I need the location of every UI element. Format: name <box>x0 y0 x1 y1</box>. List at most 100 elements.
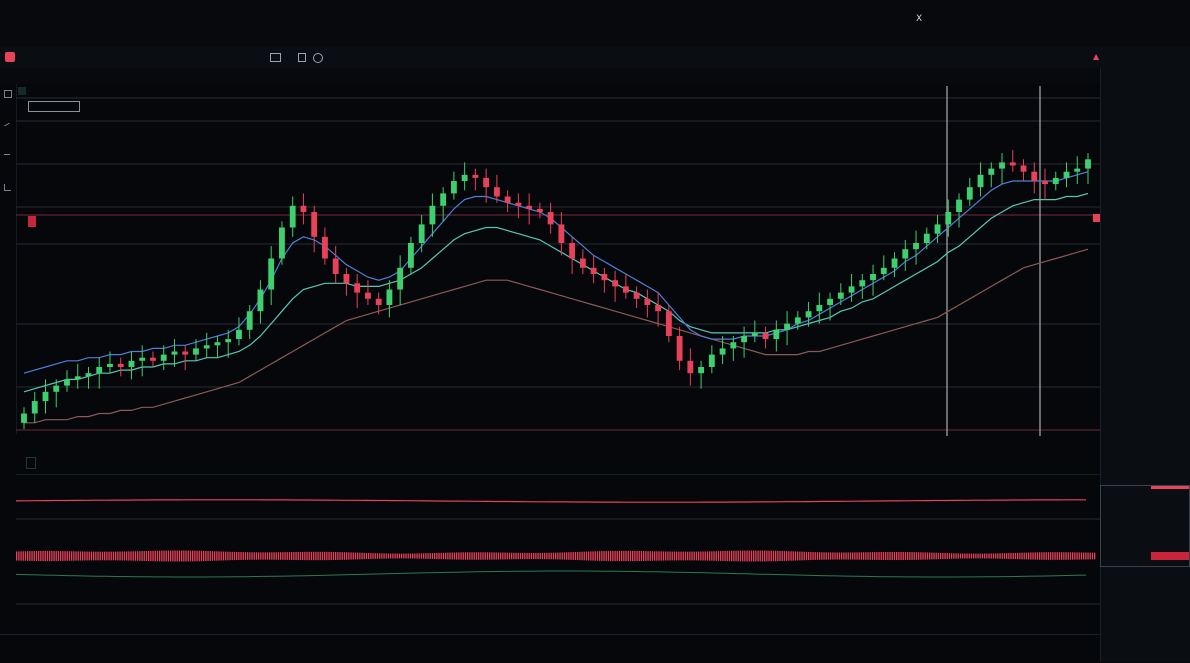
candle-body <box>74 376 81 380</box>
measure-tool-icon[interactable] <box>4 184 11 191</box>
candle-body <box>902 249 909 259</box>
compare-icon[interactable] <box>270 53 281 62</box>
volume-bar <box>407 553 409 559</box>
volume-bar <box>561 552 563 560</box>
volume-bar <box>968 553 970 559</box>
volume-bar <box>748 550 750 562</box>
volume-bar <box>627 550 629 562</box>
volume-bar <box>99 551 101 561</box>
volume-bar <box>119 551 121 561</box>
volume-bar <box>607 550 610 562</box>
logo-icon <box>5 52 15 62</box>
price-chart[interactable] <box>16 84 1100 436</box>
volume-bar <box>176 550 178 562</box>
indicator-label[interactable] <box>26 457 36 469</box>
candle-body <box>225 339 232 343</box>
close-icon[interactable]: X <box>916 14 923 24</box>
volume-bar <box>194 550 196 562</box>
volume-bar <box>647 551 649 561</box>
volume-bar <box>438 552 440 560</box>
volume-bar <box>605 551 607 561</box>
candle-body <box>547 212 554 225</box>
candle-body <box>612 280 619 287</box>
top-bar: X <box>0 0 1190 47</box>
candle-body <box>708 354 715 367</box>
candle-body <box>246 311 253 330</box>
volume-bar <box>658 551 660 561</box>
alert-icon[interactable]: ▲ <box>1093 52 1100 61</box>
volume-bar <box>772 550 775 562</box>
volume-bar <box>489 552 491 560</box>
volume-bar <box>387 553 390 559</box>
volume-bar <box>907 552 909 560</box>
volume-bar <box>953 553 955 559</box>
volume-bar <box>654 551 656 561</box>
volume-bar <box>1001 553 1003 559</box>
trendline-tool-icon[interactable] <box>4 122 10 127</box>
volume-bar <box>121 551 123 561</box>
fullscreen-icon[interactable] <box>298 53 306 62</box>
volume-bar <box>90 551 93 561</box>
volume-bar <box>665 551 667 561</box>
volume-bar <box>1028 552 1030 560</box>
volume-bar <box>365 552 368 560</box>
volume-bar <box>242 552 244 560</box>
volume-bar <box>1021 552 1023 560</box>
volume-bar <box>62 551 64 561</box>
volume-bar <box>198 550 200 562</box>
volume-bar <box>526 552 528 560</box>
volume-bar <box>420 553 423 559</box>
top-bar-right: X <box>830 14 940 24</box>
volume-bar <box>35 551 38 561</box>
volume-bar <box>218 551 220 561</box>
volume-bar <box>515 552 517 560</box>
volume-bar <box>16 551 18 561</box>
candle-body <box>999 162 1005 169</box>
volume-bar <box>416 553 418 559</box>
volume-bar <box>126 551 128 561</box>
candle-body <box>719 348 726 355</box>
candle-body <box>579 258 586 268</box>
volume-bar <box>1030 552 1032 560</box>
indicator-settings-box[interactable] <box>28 101 80 112</box>
volume-bar <box>152 550 154 562</box>
volume-bar <box>614 550 616 562</box>
volume-bar <box>1076 552 1078 560</box>
legend-item[interactable] <box>18 87 26 95</box>
volume-bar <box>495 552 497 560</box>
volume-bar <box>484 552 486 560</box>
volume-bar <box>73 551 75 561</box>
volume-bar <box>1054 552 1056 560</box>
volume-bar <box>871 552 874 560</box>
volume-bar <box>909 552 911 560</box>
volume-bar <box>779 550 781 562</box>
volume-bar <box>260 552 262 560</box>
cursor-tool-icon[interactable] <box>4 90 12 98</box>
candle-body <box>794 317 801 324</box>
candle-body <box>687 360 694 374</box>
volume-bar <box>761 550 764 562</box>
volume-bar <box>920 552 922 560</box>
order-panel-bar <box>1151 486 1189 489</box>
volume-bar <box>581 551 583 561</box>
volume-bar <box>88 551 90 561</box>
volume-bar <box>805 551 808 561</box>
volume-bar <box>713 551 715 561</box>
settings-icon[interactable] <box>313 53 323 63</box>
volume-bar <box>128 551 130 561</box>
volume-bar <box>964 553 966 559</box>
indicator-chart[interactable] <box>0 474 1100 634</box>
volume-bar <box>724 550 726 562</box>
volume-bar <box>625 550 627 562</box>
volume-bar <box>156 550 159 562</box>
volume-bar <box>282 552 284 560</box>
volume-bar <box>704 551 706 561</box>
text-tool-icon[interactable] <box>4 154 10 161</box>
candle-body <box>805 311 812 318</box>
candle-body <box>64 379 70 386</box>
sell-button[interactable] <box>1151 552 1189 560</box>
volume-bar <box>786 551 788 561</box>
volume-bar <box>350 552 352 560</box>
volume-bar <box>733 550 735 562</box>
volume-bar <box>946 553 948 559</box>
